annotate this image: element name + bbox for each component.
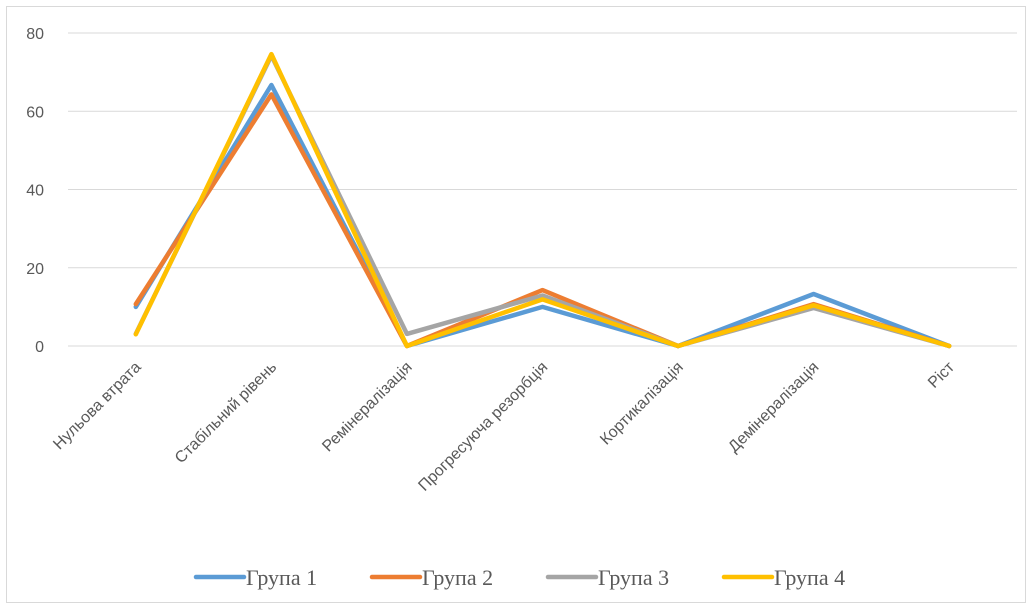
legend-label: Група 1 [246,565,317,590]
x-category-label: Ремінералізація [319,359,415,455]
series-line [133,51,952,349]
legend-label: Група 3 [598,565,669,590]
y-axis-ticks: 0 20 40 60 80 [26,26,44,356]
x-category-label: Нульова втрата [50,359,144,453]
grid [68,32,1017,347]
legend: Група 1 Група 2 Група 3 Група 4 [193,565,845,590]
x-category-label: Прогресуюча резорбція [415,359,551,495]
y-tick-label: 40 [26,183,44,200]
y-tick-label: 0 [35,339,44,356]
x-category-label: Стабільний рівень [172,359,280,467]
legend-label: Група 2 [422,565,493,590]
y-tick-label: 80 [26,26,44,43]
x-category-label: Ріст [925,358,958,391]
series-lines [133,51,952,349]
y-tick-label: 20 [26,261,44,278]
series-line [133,53,952,349]
legend-label: Група 4 [774,565,845,590]
x-category-label: Кортикалізація [597,359,687,449]
x-axis-ticks: Нульова втрата Стабільний рівень Ремінерал… [50,358,958,494]
x-category-label: Демінералізація [725,359,822,456]
series-line [133,82,952,349]
y-tick-label: 60 [26,104,44,121]
